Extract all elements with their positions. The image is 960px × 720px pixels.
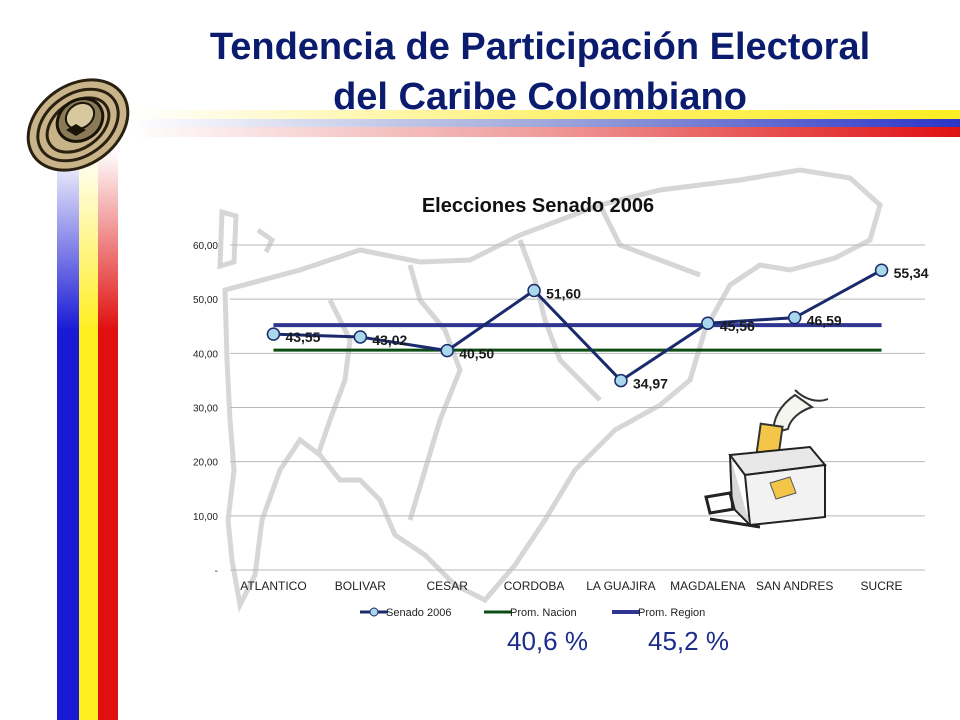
- series-line-0: [273, 268, 883, 383]
- chart-legend: Senado 2006 Prom. Nacion Prom. Region: [360, 607, 705, 619]
- sombrero-vueltiao-icon: [26, 78, 130, 172]
- senado-point: [787, 310, 802, 325]
- y-tick-label: 60,00: [193, 241, 218, 252]
- y-tick-label: 30,00: [193, 404, 218, 415]
- x-tick-label: MAGDALENA: [670, 579, 745, 593]
- chart-title: Elecciones Senado 2006: [422, 195, 654, 217]
- senado-point: [527, 283, 541, 298]
- x-tick-label: CESAR: [427, 579, 469, 593]
- data-label: 43,55: [285, 329, 320, 345]
- title-line-1: Tendencia de Participación Electoral: [209, 26, 871, 68]
- data-label: 51,60: [546, 286, 581, 302]
- senado-point: [440, 343, 454, 358]
- x-tick-label: BOLIVAR: [335, 579, 386, 593]
- title-band-yellow: [130, 110, 960, 119]
- title-band-red: [130, 127, 960, 137]
- slide-title: Tendencia de Participación Electoral del…: [150, 22, 930, 122]
- x-tick-label: SUCRE: [861, 579, 903, 593]
- senado-point: [353, 330, 368, 344]
- y-axis-tick-labels: - 10,00 20,00 30,00 40,00 50,00 60,00: [193, 241, 218, 577]
- prom-region-value: 45,2 %: [648, 626, 729, 656]
- data-label: 45,56: [720, 318, 755, 334]
- ballot-box-icon: [704, 389, 829, 529]
- data-labels: 43,55 43,02 40,50 51,60 34,97 45,56 46,59 55,34: [285, 265, 928, 391]
- data-label: 46,59: [807, 313, 842, 329]
- legend-label: Senado 2006: [386, 607, 451, 619]
- legend-label: Prom. Nacion: [510, 607, 577, 619]
- senado-point: [266, 327, 281, 341]
- y-tick-label: 10,00: [193, 512, 218, 523]
- flag-stripe-blue: [57, 150, 79, 720]
- title-line-2: del Caribe Colombiano: [333, 76, 747, 118]
- x-axis-category-labels: ATLANTICO BOLIVAR CESAR CORDOBA LA GUAJIRA MA…: [240, 579, 902, 593]
- flag-stripe-yellow: [79, 150, 98, 720]
- x-tick-label: CORDOBA: [504, 579, 565, 593]
- x-tick-label: ATLANTICO: [240, 579, 306, 593]
- senado-point: [614, 373, 628, 388]
- chart-gridlines: [230, 244, 925, 571]
- data-label: 40,50: [459, 346, 494, 362]
- data-label: 55,34: [894, 265, 929, 281]
- y-tick-label: -: [215, 566, 218, 577]
- x-tick-label: LA GUAJIRA: [586, 579, 655, 593]
- prom-nacion-value: 40,6 %: [507, 626, 588, 656]
- y-tick-label: 20,00: [193, 458, 218, 469]
- data-label: 34,97: [633, 376, 668, 392]
- legend-label: Prom. Region: [638, 607, 705, 619]
- senado-point: [701, 316, 715, 330]
- y-tick-label: 40,00: [193, 349, 218, 360]
- y-tick-label: 50,00: [193, 295, 218, 306]
- data-label: 43,02: [372, 332, 407, 348]
- senado-point: [874, 263, 889, 277]
- chart-series: [273, 268, 883, 383]
- legend-marker: [369, 607, 379, 617]
- title-band-blue: [130, 119, 960, 127]
- x-tick-label: SAN ANDRES: [756, 579, 833, 593]
- senado-markers: [266, 263, 889, 388]
- flag-stripe-red: [98, 150, 118, 720]
